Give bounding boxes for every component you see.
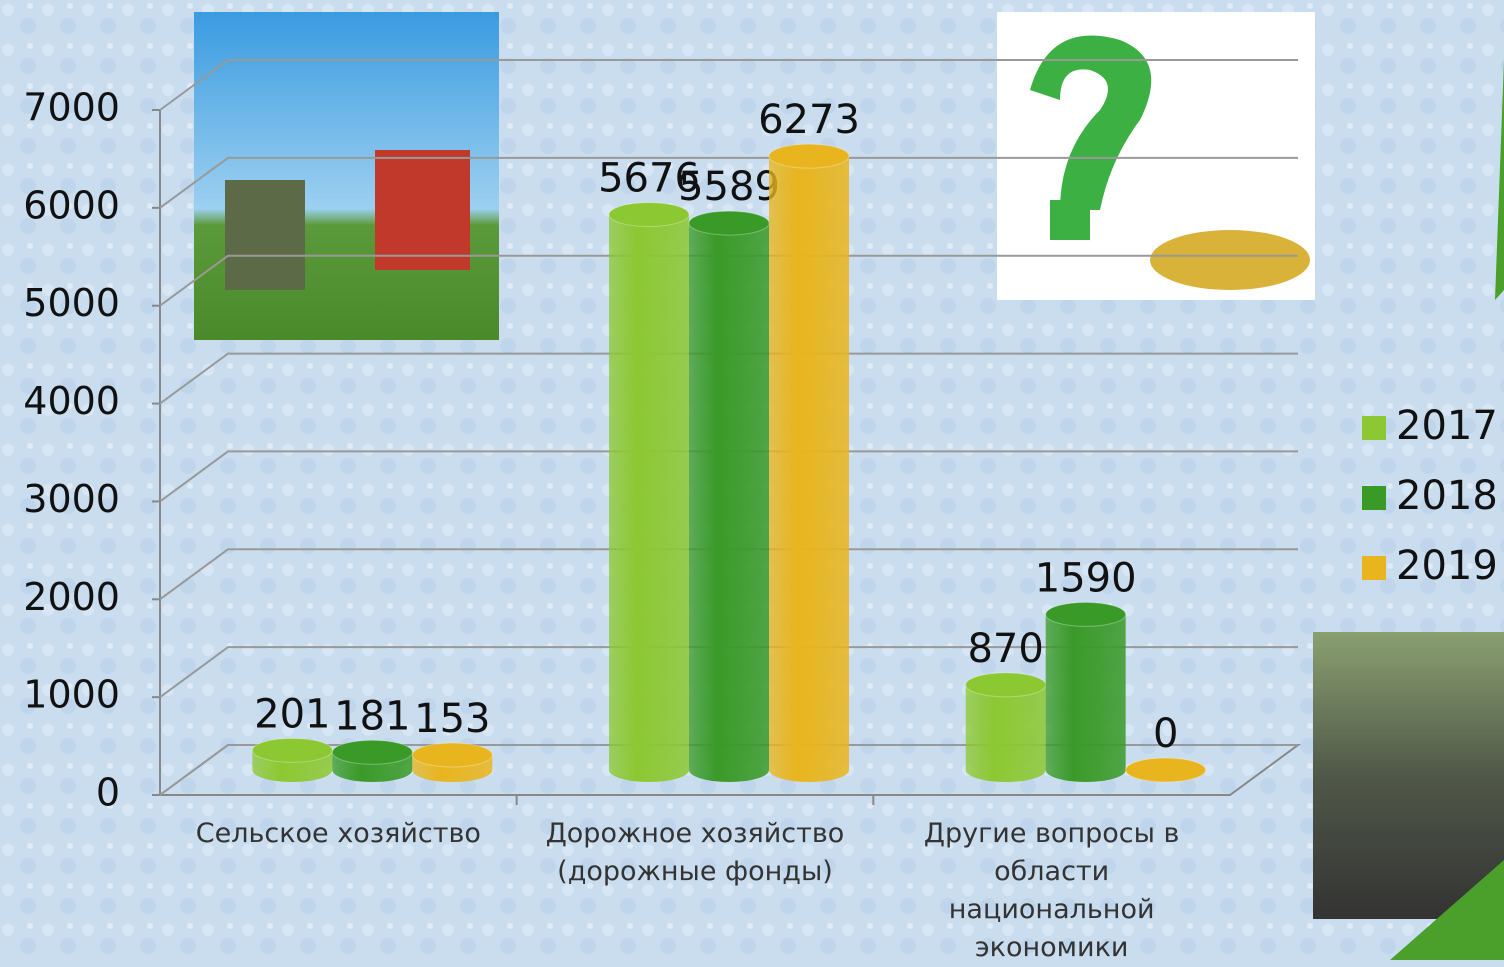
legend-swatch (1362, 486, 1386, 510)
bar-body (1045, 614, 1126, 783)
value-label: 201 (254, 691, 330, 737)
bar-body (769, 156, 849, 782)
value-label: 153 (414, 696, 490, 742)
value-label: 5589 (678, 164, 780, 210)
y-tick-label: 3000 (23, 477, 120, 521)
bar-body (689, 223, 769, 783)
grid-line (159, 254, 1298, 307)
bar (1045, 601, 1127, 783)
value-label: 870 (967, 626, 1043, 672)
bar (331, 739, 413, 783)
decor (1390, 860, 1504, 960)
value-label: 0 (1153, 711, 1178, 757)
x-tick-label: Дорожное хозяйство (дорожные фонды) (545, 818, 845, 887)
y-tick-label: 0 (96, 771, 120, 815)
bar-top (965, 672, 1047, 698)
grid-line (159, 450, 1298, 503)
y-tick-label: 6000 (23, 183, 120, 227)
value-label: 1590 (1035, 555, 1137, 601)
value-label: 5676 (598, 156, 700, 202)
bar-top (688, 210, 770, 236)
y-tick-label: 7000 (23, 86, 120, 130)
bar-top (1045, 601, 1127, 627)
bar-top (251, 737, 333, 763)
bar (411, 742, 493, 783)
legend-label: 2018 (1396, 473, 1498, 519)
bar-top (768, 143, 850, 169)
bar-top (608, 202, 690, 228)
x-tick-label: Другие вопросы в области национальной эк… (923, 818, 1180, 963)
legend-label: 2017 (1396, 403, 1498, 449)
x-tick-label: Сельское хозяйство (195, 818, 481, 849)
legend-label: 2019 (1396, 543, 1498, 589)
bar-top (1125, 757, 1207, 783)
y-tick-label: 1000 (23, 673, 120, 717)
y-tick-label: 2000 (23, 575, 120, 619)
bar (688, 210, 770, 783)
bar (768, 143, 850, 782)
y-tick-label: 5000 (23, 281, 120, 325)
decor (1495, 60, 1504, 300)
grid-line (159, 59, 1298, 111)
bar (1125, 757, 1207, 783)
photo-road (1313, 632, 1504, 919)
value-label: 181 (334, 693, 410, 739)
bar (251, 737, 333, 782)
bar-body (965, 684, 1046, 782)
grid-line (159, 646, 1298, 698)
legend-swatch (1362, 556, 1386, 580)
bar-body (609, 214, 689, 782)
grid-line (159, 156, 1298, 209)
value-label: 6273 (758, 97, 860, 143)
legend-swatch (1362, 416, 1386, 440)
bar (608, 202, 690, 782)
bar (965, 672, 1047, 782)
bar-top (411, 742, 493, 768)
y-tick-label: 4000 (23, 379, 120, 423)
grid-line (159, 548, 1298, 601)
grid-line (159, 352, 1298, 405)
bar-top (331, 739, 413, 765)
grid-line (159, 744, 1298, 796)
